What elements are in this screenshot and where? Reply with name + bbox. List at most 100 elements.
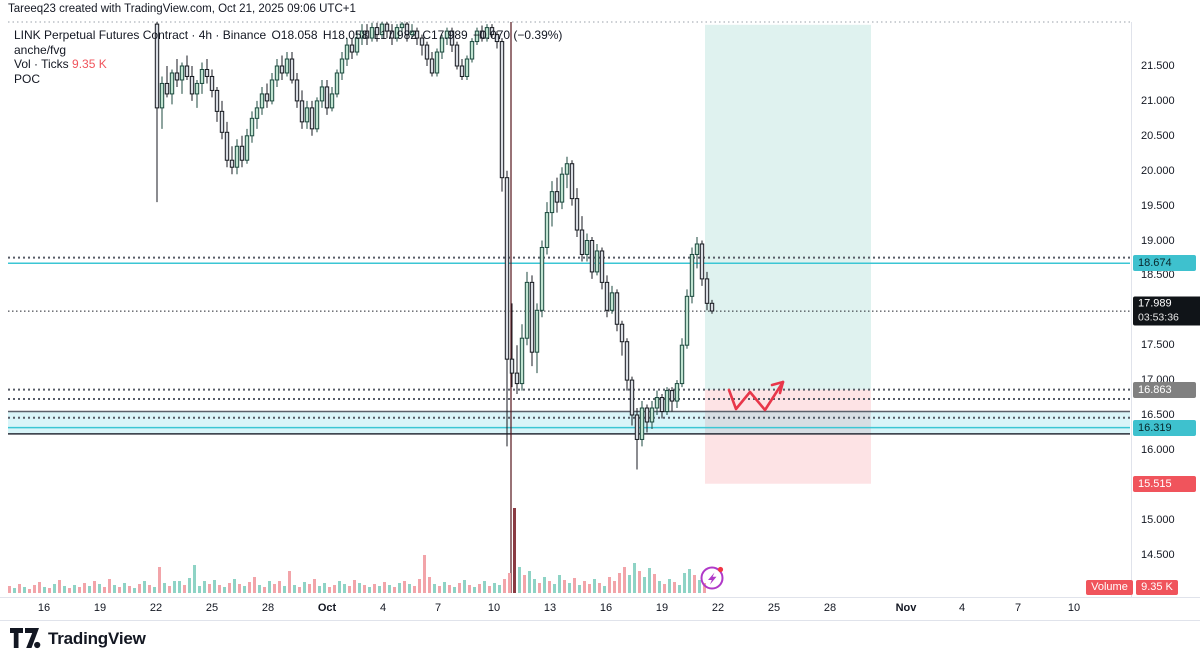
- volume-bar: [18, 584, 21, 593]
- indicator-volume-title[interactable]: Vol · Ticks: [14, 57, 69, 71]
- tradingview-logo-text: TradingView: [48, 628, 146, 648]
- candle-body: [279, 65, 285, 74]
- candle-body: [614, 292, 620, 325]
- candle-body: [629, 379, 635, 416]
- volume-bar: [148, 585, 151, 593]
- volume-bar: [48, 588, 51, 593]
- volume-bar: [228, 583, 231, 593]
- last-price-label: 17.989 03:53:36: [1133, 296, 1200, 326]
- volume-bar: [213, 580, 216, 593]
- indicator-poc[interactable]: POC: [14, 71, 41, 86]
- price-alert-label: 15.515: [1133, 475, 1196, 492]
- long-position-profit-zone: [705, 24, 871, 390]
- price-axis[interactable]: 21.500 21.000 20.500 20.000 19.500 19.000 18.5…: [1131, 22, 1200, 597]
- candle-body: [184, 65, 190, 77]
- volume-bar: [648, 568, 651, 593]
- candle-body: [284, 58, 290, 74]
- volume-bar: [528, 571, 531, 593]
- ohlc-close: C17.989: [422, 28, 468, 42]
- drawn-arrow-annotation: [727, 380, 785, 412]
- candle-body: [169, 72, 175, 95]
- flash-marker-icon[interactable]: [698, 563, 727, 592]
- candle-body: [554, 191, 560, 203]
- volume-bar: [653, 574, 656, 593]
- volume-bar: [333, 585, 336, 593]
- candle-body: [519, 337, 525, 385]
- candle-body: [264, 93, 270, 102]
- notification-dot-icon: [717, 566, 724, 573]
- volume-bar: [583, 581, 586, 593]
- volume-bar: [88, 586, 91, 593]
- volume-bar: [428, 577, 431, 593]
- volume-bar: [678, 585, 681, 593]
- volume-bar: [663, 584, 666, 593]
- price-tick-label: 16.500: [1141, 409, 1175, 421]
- candle-body: [259, 93, 265, 109]
- candle-body: [684, 295, 690, 346]
- volume-bar: [508, 573, 511, 593]
- candle-body: [309, 107, 315, 130]
- candle-body: [669, 390, 675, 402]
- candle-body: [659, 397, 665, 413]
- candle-body: [459, 65, 465, 77]
- volume-bar: [348, 586, 351, 593]
- candle-body: [574, 198, 580, 231]
- volume-bar: [423, 555, 426, 593]
- time-tick-label: 22: [149, 602, 163, 614]
- time-axis[interactable]: 16 19 22 25 28 Oct 4 7 10 13 16 19 22 25 28 Nov 4 7 10: [0, 597, 1200, 621]
- candle-body: [514, 372, 520, 385]
- time-tick-label: 28: [823, 602, 837, 614]
- candle-body: [589, 240, 595, 273]
- symbol-title[interactable]: LINK Perpetual Futures Contract · 4h · B…: [14, 28, 267, 42]
- indicator-anche-fvg[interactable]: anche/fvg: [14, 42, 67, 57]
- volume-bar: [243, 586, 246, 593]
- tradingview-logo[interactable]: TradingView: [10, 628, 146, 649]
- volume-bar: [318, 586, 321, 593]
- candle-body: [419, 37, 425, 46]
- volume-bar: [578, 585, 581, 593]
- candle-body: [174, 72, 180, 81]
- volume-bar: [233, 579, 236, 593]
- candle-body: [334, 72, 340, 95]
- volume-bar: [218, 585, 221, 593]
- candle-body: [409, 30, 415, 36]
- candle-body: [709, 302, 715, 312]
- volume-bar: [118, 587, 121, 593]
- candle-body: [289, 58, 295, 81]
- volume-bar: [223, 587, 226, 593]
- volume-bar: [13, 588, 16, 593]
- volume-bar: [523, 575, 526, 593]
- candle-body: [304, 107, 310, 123]
- ohlc-high: H18.058: [322, 28, 369, 42]
- volume-bar: [138, 584, 141, 593]
- volume-bar: [358, 583, 361, 593]
- volume-bar: [253, 577, 256, 593]
- volume-bar: [93, 581, 96, 593]
- volume-bar: [448, 585, 451, 593]
- volume-bar: [388, 585, 391, 593]
- volume-bar: [513, 508, 516, 593]
- price-tick-label: 17.500: [1141, 339, 1175, 352]
- volume-bar: [618, 573, 621, 593]
- volume-bar: [248, 582, 251, 593]
- volume-bar: [198, 586, 201, 593]
- volume-bar: [108, 579, 111, 593]
- demand-zone: [8, 411, 1130, 434]
- candle-body: [194, 82, 200, 95]
- price-alert-label: 18.674: [1133, 255, 1196, 272]
- volume-bar: [288, 571, 291, 593]
- indicator-volume-value: 9.35 K: [72, 57, 107, 71]
- volume-bar: [473, 587, 476, 593]
- candle-body: [559, 173, 565, 203]
- volume-bar: [573, 578, 576, 593]
- volume-bar: [53, 584, 56, 593]
- volume-bar: [338, 581, 341, 593]
- price-alert-label: 16.863: [1133, 381, 1196, 398]
- candle-body: [499, 41, 505, 179]
- price-tick-label: 16.000: [1141, 443, 1175, 456]
- attribution-text: Tareeq23 created with TradingView.com, O…: [8, 3, 356, 15]
- time-tick-label: 25: [205, 602, 219, 614]
- candle-body: [694, 243, 700, 255]
- time-tick-label: 10: [1067, 602, 1081, 614]
